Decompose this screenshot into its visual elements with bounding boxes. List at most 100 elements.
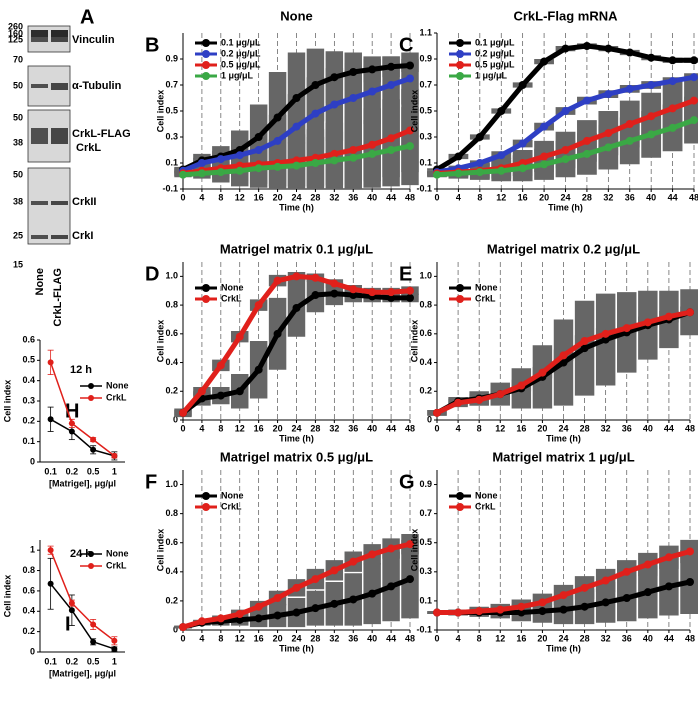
point: [433, 408, 441, 417]
point: [604, 90, 613, 99]
x-tick-label: 36: [348, 633, 358, 643]
marker-label: 25: [13, 230, 23, 240]
point: [311, 81, 320, 89]
y-tick-label: 0.5: [419, 105, 432, 115]
legend-label: None: [475, 282, 498, 292]
y-tick-label: 0.3: [22, 395, 35, 405]
chart-title: Matrigel matrix 0.1 μg/μL: [220, 241, 373, 256]
x-tick-label: 32: [603, 192, 613, 202]
blot-band: [51, 128, 68, 144]
point: [406, 293, 414, 302]
point: [690, 73, 698, 82]
x-tick-label: 8: [218, 192, 223, 202]
x-tick-label: 40: [646, 192, 656, 202]
point: [311, 273, 320, 282]
point: [330, 289, 339, 298]
point: [349, 595, 358, 604]
x-tick-label: 40: [367, 423, 377, 433]
panel-letter: E: [399, 263, 412, 285]
legend-marker: [202, 72, 210, 80]
legend-label: 1 μg/μL: [475, 70, 508, 80]
point: [273, 329, 282, 338]
legend-marker: [456, 295, 464, 303]
series-line: [49, 549, 115, 642]
x-tick-label: 36: [625, 192, 635, 202]
x-tick-label: 12: [235, 633, 245, 643]
y-axis-label: Cell index: [409, 90, 419, 133]
point: [311, 604, 320, 613]
point: [517, 381, 526, 390]
band-label: CrkII: [72, 196, 96, 208]
legend-marker: [202, 492, 210, 500]
blot-band: [51, 201, 68, 205]
panel-letter: B: [145, 34, 159, 56]
x-tick-label: 36: [348, 192, 358, 202]
y-tick-label: -0.1: [416, 624, 432, 634]
legend-marker: [202, 61, 210, 69]
point: [668, 104, 677, 113]
x-tick-label: 12: [495, 423, 505, 433]
point: [517, 608, 526, 617]
point: [292, 583, 301, 592]
x-tick-label: 20: [273, 192, 283, 202]
point: [254, 301, 263, 310]
point: [561, 146, 570, 154]
legend-marker: [456, 492, 464, 500]
x-tick-label: 28: [310, 192, 320, 202]
point: [582, 96, 591, 105]
x-tick-label: 0: [180, 192, 185, 202]
y-tick-label: 0: [30, 456, 35, 466]
x-tick-label: 12: [235, 423, 245, 433]
x-tick-label: 16: [516, 423, 526, 433]
x-tick-label: 24: [560, 192, 570, 202]
point: [643, 588, 652, 597]
point: [197, 169, 206, 178]
x-tick-label: 4: [456, 192, 461, 202]
point: [622, 324, 631, 333]
legend-label: CrkL: [221, 293, 242, 303]
x-tick-label: 16: [516, 633, 526, 643]
point: [273, 611, 282, 620]
point: [235, 610, 244, 618]
point: [179, 170, 187, 179]
point: [580, 583, 589, 592]
x-tick-label: 48: [685, 423, 695, 433]
legend-label: None: [475, 490, 498, 500]
point: [475, 159, 484, 167]
y-tick-label: 0.1: [419, 595, 432, 605]
x-tick-label: 48: [685, 633, 695, 643]
point: [387, 582, 396, 591]
point: [235, 151, 244, 160]
point: [197, 159, 206, 167]
point: [387, 134, 396, 143]
point: [349, 68, 358, 76]
x-tick-label: 48: [405, 423, 415, 433]
y-tick-label: 0.2: [165, 595, 178, 605]
point: [406, 126, 414, 135]
y-tick-label: 0.5: [165, 105, 178, 115]
panel-letter: C: [399, 34, 413, 56]
point: [604, 129, 613, 138]
point: [690, 96, 698, 105]
point: [475, 133, 484, 141]
panel-letter: H: [65, 400, 79, 422]
y-tick-label: 0.4: [165, 566, 178, 576]
blot-panel: [27, 167, 71, 245]
point: [406, 540, 414, 549]
point: [273, 162, 282, 171]
point: [497, 151, 506, 160]
x-tick-label: 28: [310, 423, 320, 433]
y-tick-label: 0.2: [419, 386, 432, 396]
point: [561, 44, 570, 53]
point: [273, 276, 282, 285]
legend-marker: [202, 39, 210, 47]
y-tick-label: 0.6: [419, 328, 432, 338]
blot-band: [31, 84, 48, 88]
y-tick-label: 0.6: [22, 334, 35, 344]
point: [235, 387, 244, 396]
point: [664, 553, 673, 562]
point: [47, 416, 54, 423]
point: [475, 168, 484, 177]
y-tick-label: 0.4: [165, 357, 178, 367]
band-label: CrkL: [76, 142, 101, 154]
